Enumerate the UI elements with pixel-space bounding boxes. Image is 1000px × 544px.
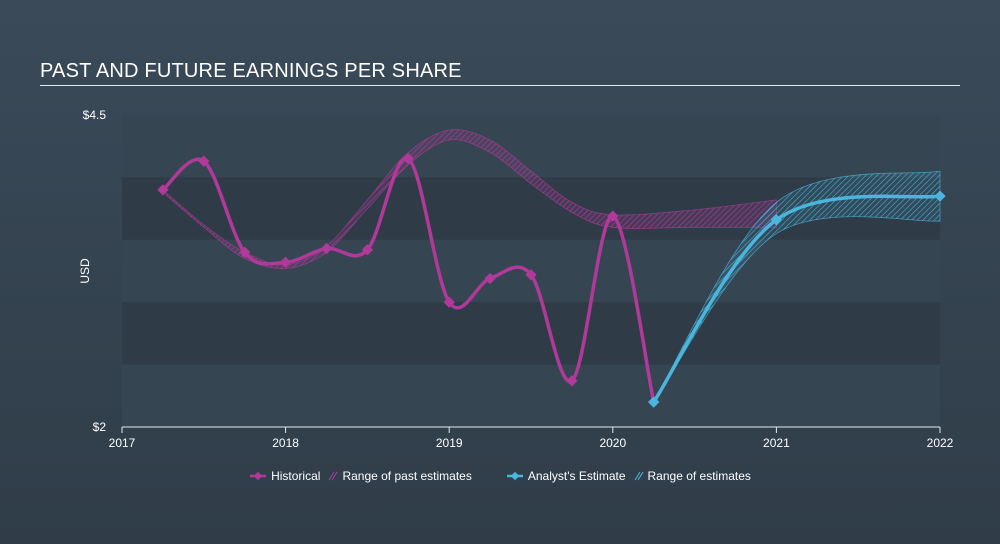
historical-point (320, 242, 333, 255)
legend-past-range-label: Range of past estimates (342, 469, 472, 483)
historical-point (525, 269, 537, 281)
hatch-icon (634, 471, 643, 481)
x-tick-label: 2022 (927, 436, 954, 450)
legend-historical[interactable]: Historical (249, 469, 320, 483)
historical-point (566, 375, 578, 387)
plot-band (122, 302, 940, 365)
plot-band (122, 364, 940, 427)
legend-estimate[interactable]: Analyst's Estimate (506, 469, 626, 483)
x-tick-label: 2019 (436, 436, 463, 450)
x-tick-label: 2018 (272, 436, 299, 450)
historical-point (157, 184, 169, 196)
historical-line-icon (250, 471, 267, 481)
historical-point (484, 272, 496, 285)
historical-point (279, 256, 292, 268)
legend-estimate-label: Analyst's Estimate (527, 469, 626, 483)
historical-point (607, 210, 619, 222)
y-max-label: $4.5 (83, 108, 107, 122)
x-tick-label: 2020 (599, 436, 626, 450)
title-divider (40, 85, 960, 86)
legend-historical-label: Historical (271, 469, 321, 483)
y-min-label: $2 (93, 420, 107, 434)
estimate-point (648, 396, 660, 408)
estimates-range (653, 170, 941, 403)
y-axis-label: USD (78, 258, 92, 284)
legend-estimate-range-label: Range of estimates (647, 469, 751, 483)
chart-title: PAST AND FUTURE EARNINGS PER SHARE (40, 60, 462, 82)
legend-estimate-range[interactable]: Range of estimates (634, 469, 751, 483)
estimate-line-icon (506, 471, 523, 481)
historical-point (402, 153, 414, 165)
historical-point (239, 246, 251, 258)
hatch-icon (329, 471, 338, 481)
chart-legend: Historical Range of past estimates Analy… (0, 469, 1000, 483)
x-tick-label: 2017 (109, 436, 136, 450)
historical-point (198, 155, 210, 167)
estimate-point (934, 190, 946, 202)
historical-point (443, 296, 455, 308)
estimate-point (770, 214, 783, 226)
x-tick-label: 2021 (763, 436, 790, 450)
legend-past-range[interactable]: Range of past estimates (328, 469, 472, 483)
historical-point (361, 244, 374, 256)
plot-band (122, 115, 940, 178)
